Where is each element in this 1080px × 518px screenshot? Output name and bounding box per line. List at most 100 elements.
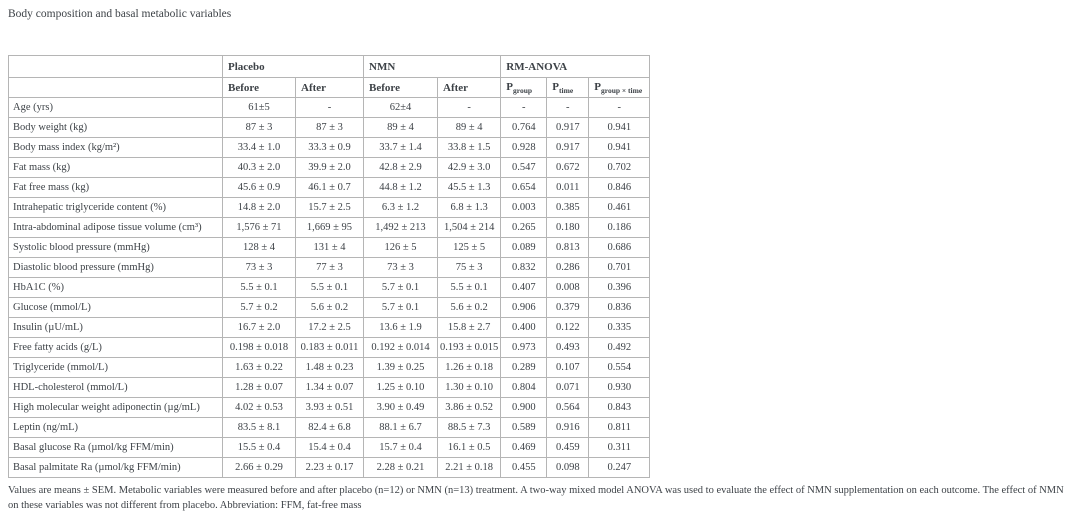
- cell-value: 40.3 ± 2.0: [222, 157, 296, 178]
- cell-value: 73 ± 3: [222, 257, 296, 278]
- row-label: Fat mass (kg): [8, 157, 223, 178]
- group-header-row: Placebo NMN RM-ANOVA: [8, 55, 651, 78]
- column-group-nmn: NMN: [362, 55, 502, 78]
- cell-value: 0.547: [500, 157, 548, 178]
- cell-value: 61±5: [222, 97, 296, 118]
- cell-value: -: [500, 97, 548, 118]
- cell-value: 0.813: [546, 237, 590, 258]
- cell-value: 77 ± 3: [295, 257, 364, 278]
- row-label: High molecular weight adiponectin (µg/mL…: [8, 397, 223, 418]
- cell-value: 0.455: [500, 457, 548, 478]
- cell-value: 62±4: [363, 97, 438, 118]
- cell-value: -: [295, 97, 364, 118]
- cell-value: 0.186: [588, 217, 651, 238]
- cell-value: 6.3 ± 1.2: [363, 197, 438, 218]
- column-group-rm-anova: RM-ANOVA: [500, 55, 651, 78]
- cell-value: 0.589: [500, 417, 548, 438]
- cell-value: 2.66 ± 0.29: [222, 457, 296, 478]
- table-caption: Body composition and basal metabolic var…: [8, 8, 232, 20]
- cell-value: 0.554: [588, 357, 651, 378]
- cell-value: 5.5 ± 0.1: [222, 277, 296, 298]
- cell-value: 5.6 ± 0.2: [436, 297, 502, 318]
- cell-value: 5.7 ± 0.1: [363, 277, 438, 298]
- cell-value: 0.941: [588, 117, 651, 138]
- table-row: Fat mass (kg) 40.3 ± 2.0 39.9 ± 2.0 42.8 ± …: [8, 157, 651, 178]
- cell-value: 5.7 ± 0.2: [222, 297, 296, 318]
- cell-value: 42.8 ± 2.9: [363, 157, 438, 178]
- table-footnote: Values are means ± SEM. Metabolic variab…: [8, 485, 1064, 511]
- row-label: Diastolic blood pressure (mmHg): [8, 257, 223, 278]
- cell-value: 0.672: [546, 157, 590, 178]
- cell-value: 0.407: [500, 277, 548, 298]
- row-label: Systolic blood pressure (mmHg): [8, 237, 223, 258]
- cell-value: 0.335: [588, 317, 651, 338]
- cell-value: 14.8 ± 2.0: [222, 197, 296, 218]
- cell-value: 0.461: [588, 197, 651, 218]
- cell-value: 3.86 ± 0.52: [436, 397, 502, 418]
- cell-value: 5.7 ± 0.1: [363, 297, 438, 318]
- cell-value: 88.5 ± 7.3: [436, 417, 502, 438]
- cell-value: 5.5 ± 0.1: [436, 277, 502, 298]
- table-row: HbA1C (%) 5.5 ± 0.1 5.5 ± 0.1 5.7 ± 0.1 5.5 …: [8, 277, 651, 298]
- cell-value: 44.8 ± 1.2: [363, 177, 438, 198]
- cell-value: 0.289: [500, 357, 548, 378]
- cell-value: 3.93 ± 0.51: [295, 397, 364, 418]
- cell-value: 1,492 ± 213: [363, 217, 438, 238]
- table-row: Basal glucose Ra (µmol/kg FFM/min) 15.5 ±…: [8, 437, 651, 458]
- row-label: Body mass index (kg/m²): [8, 137, 223, 158]
- cell-value: 0.941: [588, 137, 651, 158]
- cell-value: 15.7 ± 0.4: [363, 437, 438, 458]
- row-label: Leptin (ng/mL): [8, 417, 223, 438]
- row-label: Basal glucose Ra (µmol/kg FFM/min): [8, 437, 223, 458]
- row-label: Triglyceride (mmol/L): [8, 357, 223, 378]
- cell-value: 5.5 ± 0.1: [295, 277, 364, 298]
- table-row: High molecular weight adiponectin (µg/mL…: [8, 397, 651, 418]
- table-row: Intra-abdominal adipose tissue volume (c…: [8, 217, 651, 238]
- cell-value: 131 ± 4: [295, 237, 364, 258]
- cell-value: 45.6 ± 0.9: [222, 177, 296, 198]
- cell-value: 0.701: [588, 257, 651, 278]
- cell-value: 0.011: [546, 177, 590, 198]
- cell-value: 0.198 ± 0.018: [222, 337, 296, 358]
- cell-value: 2.23 ± 0.17: [295, 457, 364, 478]
- column-header-p-time: Ptime: [546, 77, 590, 98]
- cell-value: 0.811: [588, 417, 651, 438]
- header-subscript: group × time: [601, 85, 643, 95]
- row-label: Age (yrs): [8, 97, 223, 118]
- cell-value: 0.180: [546, 217, 590, 238]
- cell-value: 0.379: [546, 297, 590, 318]
- table-row: Body mass index (kg/m²) 33.4 ± 1.0 33.3 ± …: [8, 137, 651, 158]
- table-row: Systolic blood pressure (mmHg) 128 ± 4 131…: [8, 237, 651, 258]
- cell-value: 0.089: [500, 237, 548, 258]
- cell-value: 2.28 ± 0.21: [363, 457, 438, 478]
- cell-value: 1.26 ± 0.18: [436, 357, 502, 378]
- cell-value: 15.7 ± 2.5: [295, 197, 364, 218]
- cell-value: 0.385: [546, 197, 590, 218]
- column-group-placebo: Placebo: [222, 55, 364, 78]
- header-subscript: group: [513, 85, 533, 95]
- column-header-after: After: [295, 77, 364, 98]
- table-row: Basal palmitate Ra (µmol/kg FFM/min) 2.66…: [8, 457, 651, 478]
- cell-value: 0.193 ± 0.015: [436, 337, 502, 358]
- row-label: Body weight (kg): [8, 117, 223, 138]
- table-row: Leptin (ng/mL) 83.5 ± 8.1 82.4 ± 6.8 88.1 ±…: [8, 417, 651, 438]
- cell-value: 0.493: [546, 337, 590, 358]
- cell-value: 128 ± 4: [222, 237, 296, 258]
- cell-value: 126 ± 5: [363, 237, 438, 258]
- table-row: HDL-cholesterol (mmol/L) 1.28 ± 0.07 1.34 …: [8, 377, 651, 398]
- cell-value: 13.6 ± 1.9: [363, 317, 438, 338]
- cell-value: 2.21 ± 0.18: [436, 457, 502, 478]
- cell-value: 0.917: [546, 117, 590, 138]
- cell-value: 1,504 ± 214: [436, 217, 502, 238]
- row-label: Intrahepatic triglyceride content (%): [8, 197, 223, 218]
- cell-value: 0.917: [546, 137, 590, 158]
- cell-value: 83.5 ± 8.1: [222, 417, 296, 438]
- cell-value: 0.564: [546, 397, 590, 418]
- table-body: Age (yrs) 61±5-62±4- - - - Body weight (kg) 87…: [8, 97, 651, 478]
- cell-value: 0.686: [588, 237, 651, 258]
- cell-value: 5.6 ± 0.2: [295, 297, 364, 318]
- row-label: Fat free mass (kg): [8, 177, 223, 198]
- cell-value: 42.9 ± 3.0: [436, 157, 502, 178]
- cell-value: 0.804: [500, 377, 548, 398]
- cell-value: 0.183 ± 0.011: [295, 337, 364, 358]
